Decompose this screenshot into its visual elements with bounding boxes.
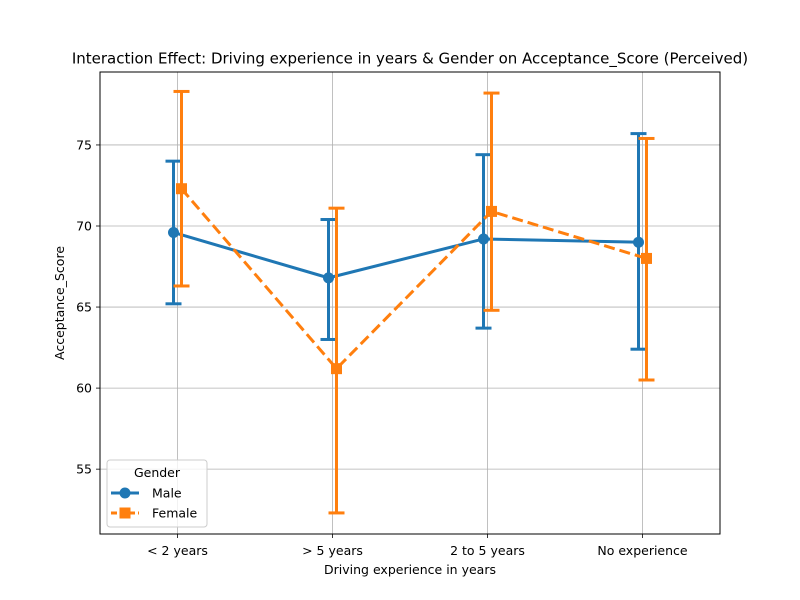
plot-area [99,71,721,535]
y-tick-label: 75 [76,137,92,152]
legend-title: Gender [134,465,181,480]
legend-entries: Male Female [111,486,198,521]
legend-label: Female [152,506,198,521]
series-male [165,132,647,351]
data-point [176,183,187,195]
y-axis-label: Acceptance_Score [52,246,67,360]
data-point [331,363,342,375]
x-tick-label: No experience [597,543,688,558]
series-female [173,89,655,515]
legend-box [106,459,208,528]
y-tick-label: 70 [76,219,92,234]
chart-title: Interaction Effect: Driving experience i… [72,50,748,69]
x-tick-label: 2 to 5 years [450,543,525,558]
x-tick-label: > 5 years [302,543,363,558]
data-point [323,272,334,284]
plot-background [100,72,720,534]
legend-entry-female: Female [111,506,198,521]
data-point [486,205,497,217]
data-point [641,252,652,264]
series-line [173,231,639,280]
legend-label: Male [152,486,182,501]
data-point [168,226,179,238]
legend-entry-male: Male [111,486,182,501]
y-tick-label: 60 [76,381,92,396]
x-tick-label: < 2 years [147,543,208,558]
plot-frame [99,71,721,535]
data-point [478,233,489,245]
legend: Gender Male Female [106,459,208,528]
legend-marker [119,487,131,499]
legend-marker [119,507,131,519]
x-axis-label: Driving experience in years [324,562,496,577]
tick-layer: < 2 years > 5 years 2 to 5 years No experie… [76,137,688,558]
y-tick-label: 55 [76,462,92,477]
data-point [633,236,644,248]
series-line [180,187,647,371]
series-layer [165,89,655,515]
y-tick-label: 65 [76,300,92,315]
